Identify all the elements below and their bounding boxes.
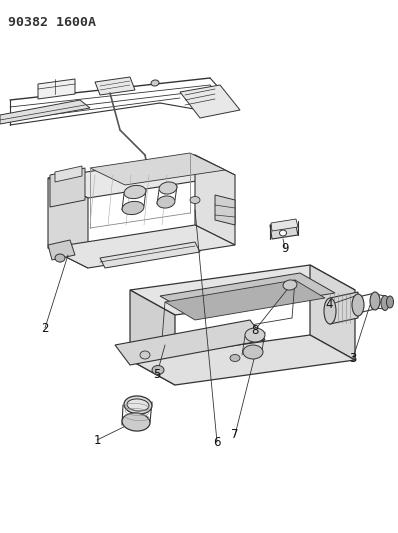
Ellipse shape [159,182,177,194]
Ellipse shape [122,413,150,431]
Ellipse shape [124,396,152,414]
Polygon shape [130,290,175,385]
Text: 8: 8 [251,324,259,336]
Ellipse shape [279,230,287,236]
Polygon shape [130,335,355,385]
Ellipse shape [152,366,164,375]
Polygon shape [48,155,235,198]
Ellipse shape [230,354,240,361]
Ellipse shape [127,399,149,411]
Polygon shape [165,280,325,320]
Ellipse shape [381,295,389,311]
Polygon shape [330,292,358,324]
Ellipse shape [151,80,159,86]
Polygon shape [100,242,200,268]
Text: 3: 3 [349,351,357,365]
Polygon shape [48,178,88,268]
Polygon shape [115,320,265,365]
Ellipse shape [157,196,175,208]
Text: 6: 6 [213,435,221,448]
Ellipse shape [352,294,364,316]
Ellipse shape [324,298,336,324]
Text: 4: 4 [325,298,333,311]
Polygon shape [48,240,75,260]
Polygon shape [38,79,75,99]
Polygon shape [0,100,90,124]
Polygon shape [90,153,225,185]
Ellipse shape [190,197,200,204]
Polygon shape [195,155,235,245]
Text: 90382 1600A: 90382 1600A [8,16,96,29]
Polygon shape [95,77,135,95]
Ellipse shape [245,328,265,342]
Ellipse shape [140,351,150,359]
Text: 9: 9 [281,241,289,254]
Ellipse shape [124,185,146,199]
Ellipse shape [386,296,394,308]
Polygon shape [270,221,298,239]
Text: 7: 7 [231,429,239,441]
Polygon shape [271,219,298,231]
Ellipse shape [370,292,380,310]
Ellipse shape [283,280,297,290]
Polygon shape [48,225,235,268]
Polygon shape [215,195,235,225]
Ellipse shape [243,345,263,359]
Ellipse shape [55,254,65,262]
Ellipse shape [122,201,144,215]
Polygon shape [130,265,355,315]
Polygon shape [310,265,355,360]
Polygon shape [180,85,240,118]
Polygon shape [160,273,335,316]
Polygon shape [50,168,85,207]
Text: 1: 1 [93,433,101,447]
Text: 5: 5 [153,367,161,381]
Text: 2: 2 [41,321,49,335]
Polygon shape [55,166,82,182]
